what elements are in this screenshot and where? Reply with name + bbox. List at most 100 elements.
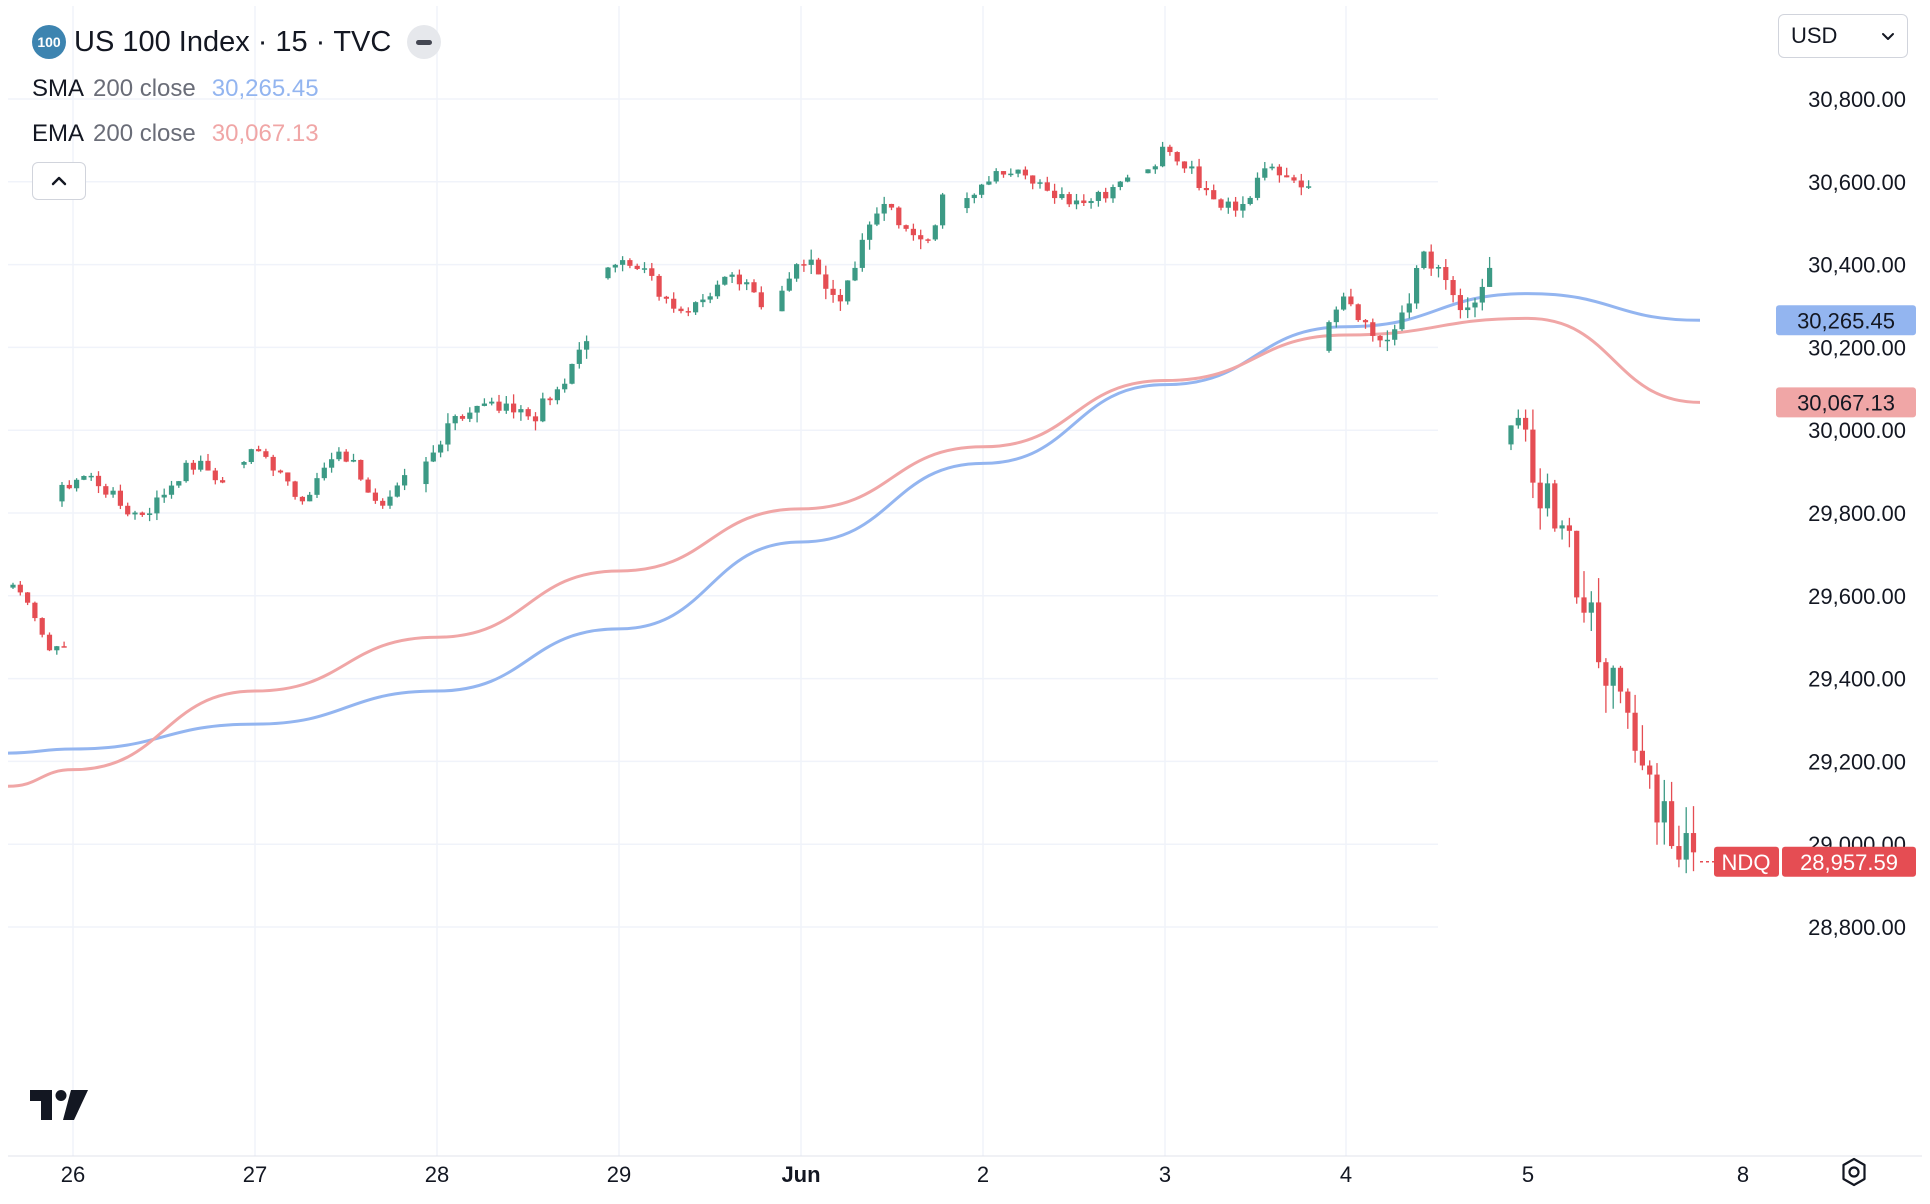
candle-body bbox=[459, 416, 466, 419]
candle-body bbox=[1240, 203, 1246, 211]
candle-body bbox=[1306, 186, 1312, 188]
candle-body bbox=[1276, 166, 1282, 176]
more-icon[interactable] bbox=[407, 25, 442, 59]
candle-body bbox=[979, 184, 985, 195]
candle-body bbox=[1247, 197, 1253, 204]
symbol-title-row[interactable]: 100 US 100 Index · 15 · TVC bbox=[32, 22, 442, 62]
candle-body bbox=[1030, 175, 1036, 184]
candle-body bbox=[1211, 190, 1217, 200]
x-tick-label: 2 bbox=[977, 1162, 989, 1187]
candle-body bbox=[81, 476, 87, 480]
candle-body bbox=[569, 363, 575, 384]
candle-body bbox=[277, 470, 284, 473]
candle-body bbox=[511, 403, 517, 413]
candle-body bbox=[95, 475, 102, 487]
currency-select[interactable]: USD bbox=[1778, 14, 1908, 58]
last-price-tag: 28,957.59 bbox=[1800, 850, 1898, 875]
candle-body bbox=[503, 403, 509, 411]
indicator-sma-value: 30,265.45 bbox=[211, 74, 319, 102]
x-tick-label: Jun bbox=[781, 1162, 820, 1187]
candle-body bbox=[1676, 846, 1682, 860]
candle-body bbox=[1008, 173, 1014, 176]
ema-price-tag: 30,067.13 bbox=[1797, 390, 1895, 415]
candle-body bbox=[830, 288, 836, 295]
candle-body bbox=[1399, 312, 1405, 330]
candle-body bbox=[736, 274, 742, 285]
x-tick-label: 4 bbox=[1340, 1162, 1352, 1187]
candle-body bbox=[380, 500, 386, 506]
candle-body bbox=[263, 451, 269, 457]
candle-body bbox=[801, 264, 807, 266]
chevron-down-icon bbox=[1882, 33, 1894, 40]
candle-body bbox=[1355, 304, 1361, 321]
candle-body bbox=[671, 298, 677, 309]
axes: 28,800.0029,000.0029,200.0029,400.0029,6… bbox=[8, 87, 1922, 1187]
candle-body bbox=[372, 492, 378, 501]
candle-body bbox=[525, 409, 531, 417]
sma-price-tag: 30,265.45 bbox=[1797, 308, 1895, 333]
candle-body bbox=[1530, 429, 1536, 483]
candle-body bbox=[971, 194, 977, 199]
indicator-ema-row[interactable]: EMA 200 close 30,067.13 bbox=[32, 111, 441, 156]
symbol-name[interactable]: US 100 Index bbox=[74, 25, 250, 58]
candle-body bbox=[161, 494, 167, 498]
interval-label[interactable]: 15 bbox=[275, 25, 308, 58]
candle-body bbox=[176, 481, 182, 486]
tradingview-logo[interactable] bbox=[30, 1090, 88, 1120]
settings-gear-icon[interactable] bbox=[1838, 1156, 1870, 1188]
candle-body bbox=[925, 239, 931, 241]
candle-body bbox=[314, 478, 320, 495]
candle-body bbox=[365, 479, 371, 493]
symbol-tag-bg bbox=[1714, 846, 1779, 877]
candle-body bbox=[1435, 267, 1442, 269]
candle-body bbox=[678, 308, 684, 312]
candle-body bbox=[1196, 166, 1202, 189]
candle-body bbox=[336, 451, 342, 460]
candle-body bbox=[103, 486, 109, 495]
candle-body bbox=[307, 494, 313, 502]
candle-body bbox=[888, 203, 895, 208]
candle-body bbox=[1181, 161, 1188, 169]
candle-body bbox=[584, 341, 590, 350]
candle-body bbox=[1110, 187, 1116, 199]
exchange-label[interactable]: TVC bbox=[333, 25, 392, 58]
candle-body bbox=[562, 383, 568, 390]
candle-body bbox=[154, 497, 160, 514]
candle-body bbox=[1537, 482, 1543, 509]
y-tick-label: 30,600.00 bbox=[1808, 170, 1906, 195]
candle-body bbox=[693, 302, 699, 313]
candle-body bbox=[1225, 201, 1231, 208]
ema-price-tag-bg bbox=[1776, 387, 1916, 418]
candle-body bbox=[1450, 280, 1456, 296]
indicator-sma-row[interactable]: SMA 200 close 30,265.45 bbox=[32, 66, 441, 111]
candle-body bbox=[1596, 602, 1602, 663]
chart-frame: 28,800.00 29,000.00 29,200.00 29,400.00 29,6… bbox=[8, 6, 1922, 1198]
candle-body bbox=[1479, 286, 1485, 303]
candle-body bbox=[700, 299, 706, 303]
candle-body bbox=[1625, 691, 1631, 713]
candle-body bbox=[993, 171, 999, 182]
candle-body bbox=[1523, 417, 1529, 430]
candle-body bbox=[1052, 190, 1058, 199]
collapse-legend-button[interactable] bbox=[32, 162, 86, 200]
candle-body bbox=[1145, 169, 1151, 174]
candle-body bbox=[183, 462, 189, 482]
candle-body bbox=[270, 456, 276, 471]
candle-body bbox=[10, 584, 16, 588]
candle-body bbox=[32, 602, 38, 619]
candle-body bbox=[714, 284, 721, 297]
candle-body bbox=[1326, 322, 1332, 351]
candle-body bbox=[744, 282, 750, 285]
y-tick-label: 29,200.00 bbox=[1808, 749, 1906, 774]
candle-body bbox=[1647, 765, 1653, 775]
candle-body bbox=[707, 296, 713, 300]
candle-body bbox=[25, 592, 31, 603]
y-tick-label: 29,800.00 bbox=[1808, 501, 1906, 526]
candle-body bbox=[605, 267, 611, 279]
candle-body bbox=[1457, 295, 1463, 311]
candle-body bbox=[852, 267, 858, 281]
candle-body bbox=[1421, 251, 1427, 269]
indicator-ema-value: 30,067.13 bbox=[211, 119, 319, 147]
candle-body bbox=[910, 228, 916, 236]
candle-body bbox=[350, 459, 357, 462]
